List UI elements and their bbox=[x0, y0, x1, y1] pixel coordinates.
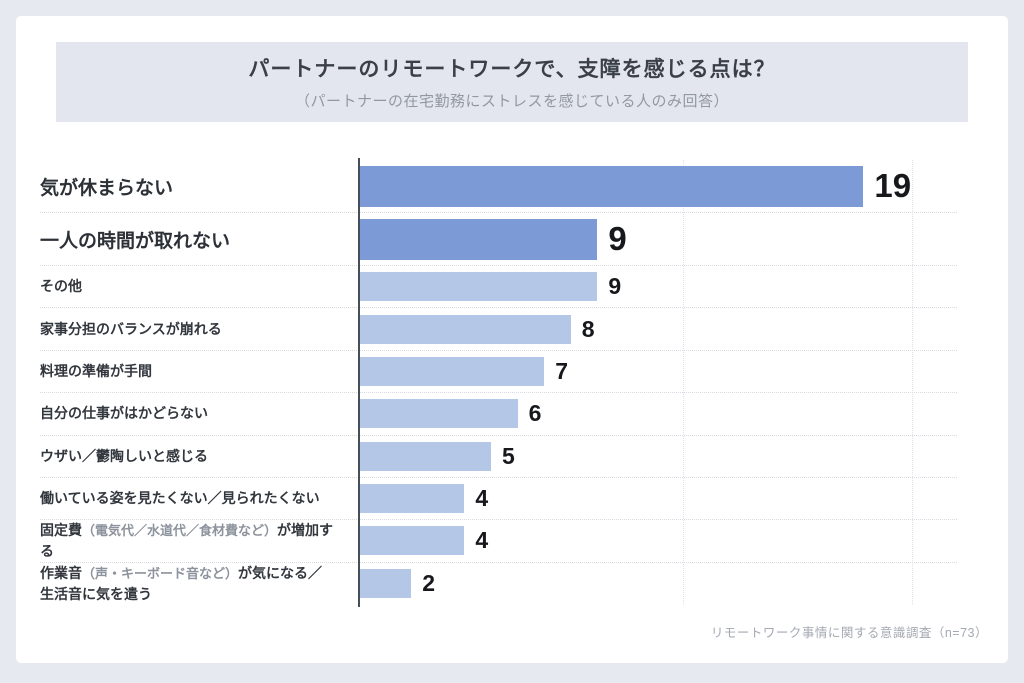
chart-subtitle: （パートナーの在宅勤務にストレスを感じている人のみ回答） bbox=[294, 93, 729, 110]
bar-track: 9 bbox=[358, 213, 957, 265]
chart-row: 作業音（声・キーボード音など）が気になる／ 生活音に気を遣う 2 bbox=[40, 563, 957, 605]
category-label: ウザい／鬱陶しいと感じる bbox=[40, 447, 208, 464]
chart-row: その他 9 bbox=[40, 266, 957, 309]
value-label: 8 bbox=[581, 315, 595, 342]
category-label: 気が休まらない bbox=[40, 177, 174, 199]
bar bbox=[358, 441, 491, 471]
bar-track: 9 bbox=[358, 266, 957, 307]
category-label: 作業音（声・キーボード音など）が気になる／ 生活音に気を遣う bbox=[40, 564, 323, 602]
chart-row: ウザい／鬱陶しいと感じる 5 bbox=[40, 436, 957, 478]
category-label: 固定費（電気代／水道代／食材費など）が増加する bbox=[40, 521, 334, 559]
chart-row: 料理の準備が手間 7 bbox=[40, 351, 957, 394]
bar bbox=[358, 569, 412, 599]
bar-track: 7 bbox=[358, 351, 957, 392]
value-label: 5 bbox=[502, 442, 515, 469]
chart-row: 固定費（電気代／水道代／食材費など）が増加する 4 bbox=[40, 520, 957, 563]
bar bbox=[358, 356, 545, 386]
vertical-gridline bbox=[683, 160, 684, 605]
bar-track: 4 bbox=[358, 520, 957, 561]
bar-track: 19 bbox=[358, 160, 957, 212]
bar-track: 4 bbox=[358, 478, 957, 519]
value-label: 4 bbox=[475, 527, 489, 554]
bar-track: 6 bbox=[358, 393, 957, 434]
value-label: 7 bbox=[555, 357, 568, 384]
chart-header: パートナーのリモートワークで、支障を感じる点は？ （パートナーの在宅勤務にストレ… bbox=[56, 42, 968, 122]
bar bbox=[358, 272, 598, 302]
category-label: 一人の時間が取れない bbox=[40, 230, 231, 252]
category-label: 家事分担のバランスが崩れる bbox=[40, 320, 222, 337]
category-label: 料理の準備が手間 bbox=[40, 362, 152, 379]
chart-row: 一人の時間が取れない 9 bbox=[40, 213, 957, 266]
chart-row: 気が休まらない 19 bbox=[40, 160, 957, 213]
value-label: 2 bbox=[422, 570, 435, 597]
chart-title: パートナーのリモートワークで、支障を感じる点は？ bbox=[248, 58, 776, 81]
chart-row: 家事分担のバランスが崩れる 8 bbox=[40, 308, 957, 351]
value-label: 6 bbox=[528, 400, 542, 427]
bar bbox=[358, 165, 864, 207]
bar bbox=[358, 526, 465, 556]
value-label: 9 bbox=[608, 273, 622, 300]
bar bbox=[358, 314, 571, 344]
category-label: 自分の仕事がはかどらない bbox=[40, 405, 208, 422]
source-note: リモートワーク事情に関する意識調査（n=73） bbox=[710, 626, 988, 640]
chart-rows: 気が休まらない 19 一人の時間が取れない 9 その他 9 家事分担のバランスが崩れる 8 料理… bbox=[40, 160, 957, 605]
vertical-gridline bbox=[912, 160, 913, 605]
value-label: 19 bbox=[874, 167, 912, 204]
bar bbox=[358, 399, 518, 429]
bar-chart: 気が休まらない 19 一人の時間が取れない 9 その他 9 家事分担のバランスが崩れる 8 料理… bbox=[40, 158, 957, 607]
y-axis-line bbox=[358, 158, 360, 607]
value-label: 4 bbox=[475, 485, 489, 512]
bar-track: 8 bbox=[358, 308, 957, 349]
chart-row: 働いている姿を見たくない／見られたくない 4 bbox=[40, 478, 957, 521]
value-label: 9 bbox=[608, 220, 627, 257]
bar-track: 5 bbox=[358, 436, 957, 477]
category-label: その他 bbox=[40, 278, 82, 295]
card: パートナーのリモートワークで、支障を感じる点は？ （パートナーの在宅勤務にストレ… bbox=[16, 16, 1008, 663]
bar bbox=[358, 218, 598, 260]
bar bbox=[358, 484, 465, 514]
chart-row: 自分の仕事がはかどらない 6 bbox=[40, 393, 957, 436]
category-label: 働いている姿を見たくない／見られたくない bbox=[40, 490, 320, 507]
bar-track: 2 bbox=[358, 563, 957, 605]
